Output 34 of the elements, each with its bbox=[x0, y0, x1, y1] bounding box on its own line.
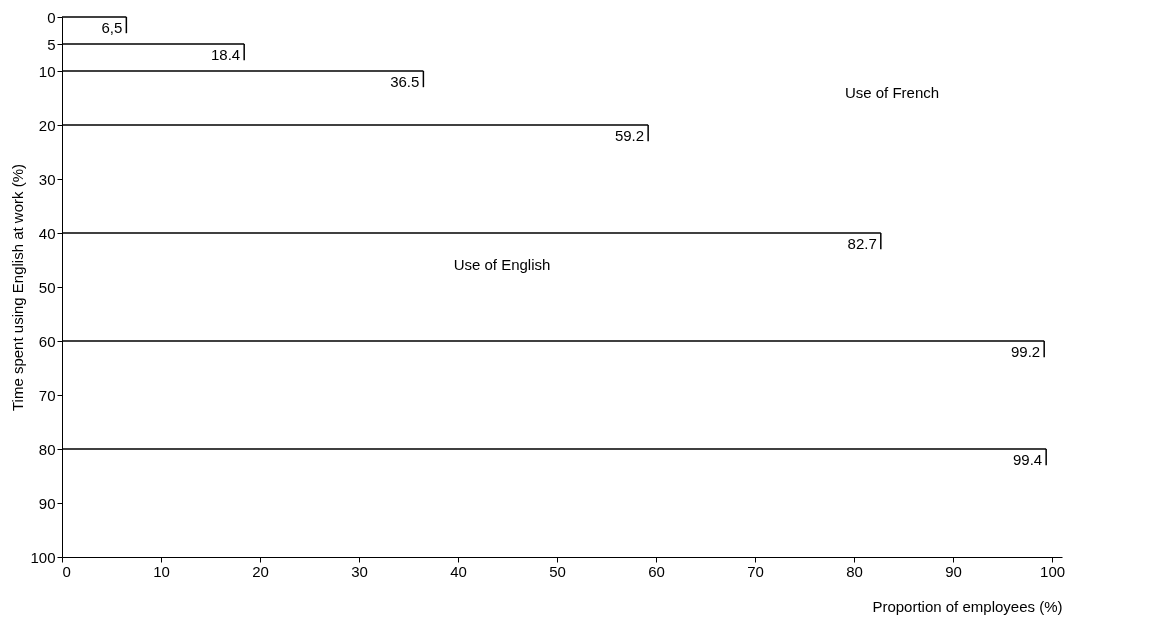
y-tick-label: 30 bbox=[38, 170, 56, 188]
y-tick-label: 100 bbox=[30, 548, 56, 566]
x-tick-label: 50 bbox=[549, 562, 566, 580]
x-tick-label: 100 bbox=[1040, 562, 1066, 580]
x-tick-label: 70 bbox=[747, 562, 764, 580]
y-tick-label: 40 bbox=[38, 224, 56, 242]
data-label: 36.5 bbox=[390, 73, 420, 90]
y-tick-label: 0 bbox=[47, 8, 56, 26]
data-label: 6,5 bbox=[101, 19, 123, 36]
x-tick-label: 60 bbox=[648, 562, 665, 580]
y-tick-label: 10 bbox=[38, 62, 56, 80]
x-tick-label: 90 bbox=[945, 562, 962, 580]
y-tick-label: 70 bbox=[38, 386, 56, 404]
data-label: 99.2 bbox=[1010, 343, 1041, 360]
y-tick-label: 90 bbox=[38, 494, 56, 512]
x-tick-label: 80 bbox=[846, 562, 863, 580]
x-axis-title: Proportion of employees (%) bbox=[872, 597, 1063, 615]
y-tick-label: 5 bbox=[47, 35, 56, 53]
x-tick-label: 10 bbox=[153, 562, 170, 580]
annotation: Use of French bbox=[844, 83, 940, 101]
x-tick-label: 20 bbox=[252, 562, 269, 580]
x-tick-label: 0 bbox=[62, 562, 71, 580]
data-label: 99.4 bbox=[1012, 451, 1043, 468]
annotation: Use of English bbox=[453, 256, 551, 274]
data-label: 18.4 bbox=[210, 46, 241, 63]
y-tick-label: 50 bbox=[38, 278, 56, 296]
data-label: 82.7 bbox=[847, 235, 877, 252]
x-tick-label: 40 bbox=[450, 562, 467, 580]
y-tick-label: 80 bbox=[38, 440, 56, 458]
y-tick-label: 60 bbox=[38, 332, 56, 350]
data-label: 59.2 bbox=[614, 127, 645, 144]
x-tick-label: 30 bbox=[351, 562, 368, 580]
y-axis-title: Time spent using English at work (%) bbox=[9, 163, 27, 412]
y-tick-label: 20 bbox=[38, 116, 56, 134]
